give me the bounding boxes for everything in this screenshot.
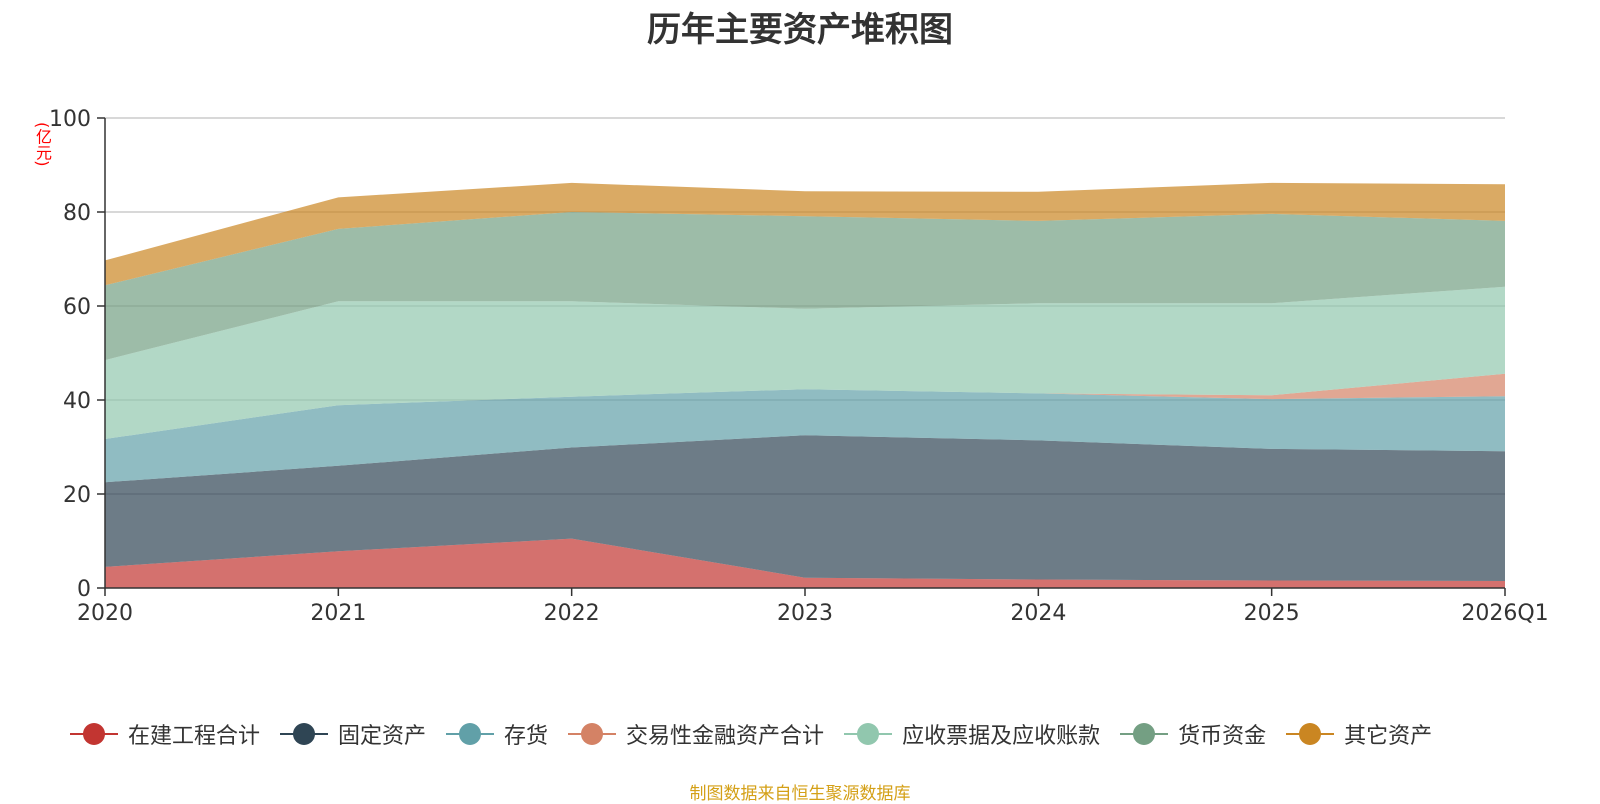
legend-marker-icon bbox=[568, 723, 617, 745]
y-axis-unit: (亿元) bbox=[33, 122, 52, 167]
chart-title: 历年主要资产堆积图 bbox=[647, 10, 953, 50]
x-tick-label: 2025 bbox=[1244, 601, 1300, 626]
axes bbox=[97, 117, 1506, 596]
y-tick-label: 0 bbox=[77, 577, 91, 602]
legend: 在建工程合计 固定资产 存货 交易性金融资产合计 应收票据及应收账款 货币资金 其它资产 bbox=[70, 718, 1590, 750]
area-series-2 bbox=[105, 389, 1505, 483]
legend-item-0[interactable]: 在建工程合计 bbox=[70, 718, 260, 750]
y-tick-label: 60 bbox=[63, 295, 91, 320]
legend-item-1[interactable]: 固定资产 bbox=[280, 718, 426, 750]
legend-label: 其它资产 bbox=[1344, 724, 1433, 749]
y-tick-label: 80 bbox=[63, 201, 91, 226]
stacked-area-chart: 0 20 40 60 80 100 2020 2021 2022 2023 2024 2025 2026… bbox=[49, 107, 1549, 626]
source-note: 制图数据来自恒生聚源数据库 bbox=[689, 784, 911, 804]
legend-label: 固定资产 bbox=[338, 724, 427, 749]
legend-marker-icon bbox=[446, 723, 495, 745]
x-tick-label: 2026Q1 bbox=[1461, 601, 1548, 626]
x-tick-label: 2021 bbox=[310, 601, 366, 626]
legend-item-4[interactable]: 应收票据及应收账款 bbox=[844, 718, 1100, 750]
area-series-1 bbox=[105, 435, 1505, 581]
legend-item-3[interactable]: 交易性金融资产合计 bbox=[568, 718, 824, 750]
y-tick-label: 40 bbox=[63, 389, 91, 414]
legend-marker-icon bbox=[1120, 723, 1169, 745]
x-tick-label: 2020 bbox=[77, 601, 133, 626]
area-series-0 bbox=[105, 538, 1505, 588]
x-tick-label: 2022 bbox=[544, 601, 600, 626]
y-tick-label: 100 bbox=[49, 107, 91, 132]
legend-label: 存货 bbox=[504, 724, 549, 749]
legend-item-5[interactable]: 货币资金 bbox=[1120, 718, 1266, 750]
legend-item-6[interactable]: 其它资产 bbox=[1286, 718, 1432, 750]
area-series-4 bbox=[105, 286, 1505, 439]
area-series bbox=[105, 182, 1505, 588]
legend-marker-icon bbox=[1286, 723, 1335, 745]
x-tick-label: 2024 bbox=[1010, 601, 1066, 626]
legend-marker-icon bbox=[70, 723, 118, 745]
y-tick-label: 20 bbox=[63, 483, 91, 508]
legend-label: 在建工程合计 bbox=[128, 724, 261, 749]
tick-labels: 0 20 40 60 80 100 2020 2021 2022 2023 2024 2025 2026… bbox=[49, 107, 1549, 626]
x-tick-label: 2023 bbox=[777, 601, 833, 626]
area-series-6 bbox=[105, 182, 1505, 286]
legend-label: 应收票据及应收账款 bbox=[902, 724, 1101, 749]
area-series-5 bbox=[105, 212, 1505, 361]
legend-label: 交易性金融资产合计 bbox=[626, 724, 825, 749]
legend-item-2[interactable]: 存货 bbox=[446, 718, 548, 750]
legend-label: 货币资金 bbox=[1178, 724, 1267, 749]
legend-marker-icon bbox=[280, 723, 329, 745]
legend-marker-icon bbox=[844, 723, 893, 745]
